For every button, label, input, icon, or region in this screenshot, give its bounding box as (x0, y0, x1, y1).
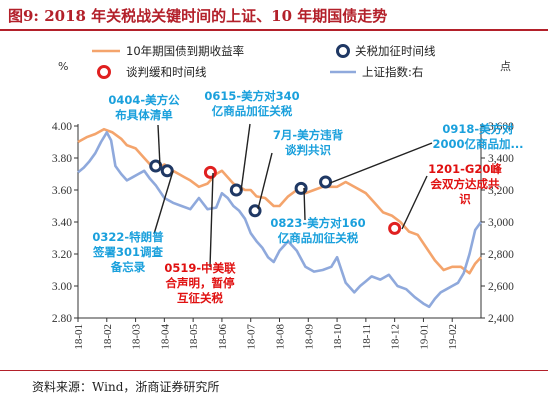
tariff-event-marker (149, 159, 163, 173)
figure-title: 图9: 2018 年关税战关键时间的上证、10 年期国债走势 (8, 7, 388, 25)
annotation-text: 0404-美方公 (108, 93, 180, 107)
x-tick-label: 18-06 (217, 324, 229, 350)
annotation-text: 识 (459, 192, 471, 206)
x-tick-label: 18-02 (102, 324, 114, 350)
annotation-text: 2000亿商品加... (432, 137, 523, 151)
talks-event-marker (203, 165, 217, 179)
left-tick-label: 3.00 (52, 281, 72, 293)
left-tick-label: 4.00 (52, 121, 72, 133)
x-tick-label: 18-01 (73, 324, 85, 350)
tariff-event-marker (319, 175, 333, 189)
index-line (77, 131, 483, 309)
annotation-text: 0519-中美联 (164, 261, 236, 275)
left-axis-unit: % (58, 60, 68, 73)
tariff-event-marker (160, 164, 174, 178)
legend-talks-marker (97, 65, 111, 79)
annotation-leader-line (153, 170, 174, 235)
right-tick-label: 2,600 (488, 281, 514, 293)
annotation-text: 0918-美方对 (442, 122, 514, 136)
talks-event-marker (388, 221, 402, 235)
annotation-leader-line (257, 152, 273, 210)
annotation-text: 谈判共识 (285, 143, 331, 157)
x-tick-label: 18-03 (131, 324, 143, 350)
x-tick-label: 18-09 (303, 324, 315, 350)
left-tick-label: 2.80 (52, 313, 72, 325)
annotation-leader-line (401, 175, 428, 230)
right-tick-label: 3,400 (488, 153, 514, 165)
annotation-leader-line (209, 172, 214, 268)
annotation-text: 合声明，暂停 (166, 276, 235, 290)
x-tick-label: 18-04 (159, 324, 171, 350)
source-divider (0, 370, 548, 371)
yield-line (77, 127, 482, 275)
annotation-text: 布具体清单 (114, 108, 173, 122)
annotation-text: 1201-G20峰 (428, 162, 502, 176)
left-tick-label: 3.80 (52, 153, 72, 165)
left-tick-label: 3.40 (52, 217, 72, 229)
annotation-text: 0823-美方对160 (270, 216, 365, 230)
x-tick-label: 19-01 (418, 324, 430, 350)
annotation-text: 会双方达成共 (430, 177, 500, 191)
x-tick-label: 19-02 (447, 324, 459, 350)
annotation-leader-line (329, 142, 433, 184)
annotation-text: 亿商品加征关税 (278, 231, 359, 245)
annotation-text: 0615-美方对340 (204, 89, 299, 103)
title-divider (0, 29, 548, 31)
legend-talks-label: 谈判缓和时间线 (126, 65, 207, 79)
annotation-text: 亿商品加征关税 (212, 104, 293, 118)
right-tick-label: 2,800 (488, 249, 514, 261)
legend-tariff-label: 关税加征时间线 (355, 44, 436, 58)
x-tick-label: 18-05 (188, 324, 200, 350)
legend-yield-label: 10年期国债到期收益率 (126, 44, 244, 58)
annotation-text: 7月-美方违背 (273, 128, 344, 142)
tariff-event-marker (229, 183, 243, 197)
left-tick-label: 3.20 (52, 249, 72, 261)
annotation-leader-line (303, 187, 306, 221)
title-bar: 图9: 2018 年关税战关键时间的上证、10 年期国债走势 (0, 0, 548, 31)
x-tick-label: 18-12 (390, 324, 402, 350)
chart: % 点 2.80 3.00 3.20 3.40 3.60 3.80 4.00 2,400 2,600… (52, 44, 524, 350)
source-note: 资料来源：Wind，浙商证券研究所 (32, 380, 220, 394)
annotation-leader-line (157, 124, 161, 167)
right-tick-label: 3,200 (488, 185, 514, 197)
right-axis-unit: 点 (500, 60, 511, 73)
annotation-leader-line (240, 123, 251, 192)
left-tick-label: 3.60 (52, 185, 72, 197)
legend-index-label: 上证指数:右 (362, 65, 423, 79)
right-tick-label: 3,000 (488, 217, 514, 229)
annotation-text: 0322-特朗普 (92, 230, 164, 244)
annotation-text: 备忘录 (110, 260, 146, 274)
legend-tariff-marker (336, 44, 350, 58)
x-tick-label: 18-08 (275, 324, 287, 350)
x-tick-label: 18-10 (332, 324, 344, 350)
annotation-text: 签署301调查 (92, 245, 164, 259)
right-tick-label: 3,600 (488, 121, 514, 133)
x-tick-label: 18-11 (361, 324, 373, 349)
right-tick-label: 2,400 (488, 313, 514, 325)
x-tick-label: 18-07 (246, 324, 258, 350)
annotation-text: 互征关税 (177, 291, 223, 305)
